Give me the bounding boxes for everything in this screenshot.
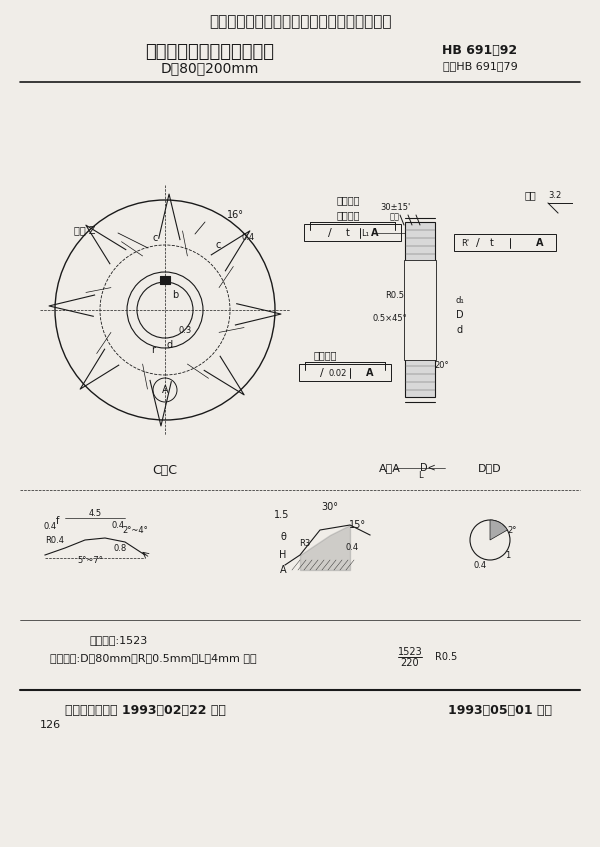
Text: 航空航天工业部 1993－02－22 发布: 航空航天工业部 1993－02－22 发布 <box>65 704 226 717</box>
Text: 220: 220 <box>401 658 419 668</box>
Bar <box>404 260 436 360</box>
Text: R3: R3 <box>299 539 311 547</box>
Text: 16°: 16° <box>227 210 244 220</box>
Text: 2°: 2° <box>508 525 517 534</box>
Text: 代替HB 691－79: 代替HB 691－79 <box>443 61 517 71</box>
Text: 20°: 20° <box>434 361 449 369</box>
Text: R0.5: R0.5 <box>386 291 404 300</box>
Text: 齿数 Z: 齿数 Z <box>74 225 96 235</box>
Text: R': R' <box>461 239 469 247</box>
Text: 4.5: 4.5 <box>88 508 101 518</box>
Text: L₁: L₁ <box>361 229 369 237</box>
Wedge shape <box>490 520 508 540</box>
Text: D－D: D－D <box>478 463 502 473</box>
Text: 30±15': 30±15' <box>380 202 410 212</box>
Text: 0.5×45°: 0.5×45° <box>373 313 407 323</box>
Text: 3.2: 3.2 <box>548 191 562 200</box>
Text: /: / <box>320 368 324 378</box>
Text: 30°: 30° <box>322 502 338 512</box>
Text: 0.4: 0.4 <box>43 522 56 530</box>
Text: 1993－05－01 实施: 1993－05－01 实施 <box>448 704 552 717</box>
Text: A: A <box>366 368 374 378</box>
Text: 0.3: 0.3 <box>178 325 191 335</box>
Text: A: A <box>371 228 379 238</box>
Bar <box>160 276 170 284</box>
Text: 1: 1 <box>505 551 511 560</box>
Text: 0.02: 0.02 <box>329 368 347 378</box>
Text: A: A <box>280 565 286 575</box>
Text: θ: θ <box>280 532 286 542</box>
Text: 1.5: 1.5 <box>274 510 290 520</box>
Text: 126: 126 <box>40 720 61 730</box>
Text: D: D <box>456 310 464 320</box>
Text: 两侧截面: 两侧截面 <box>313 350 337 360</box>
Text: 2°~4°: 2°~4° <box>122 525 148 534</box>
Text: r: r <box>151 345 155 355</box>
Text: R0.4: R0.4 <box>46 535 65 545</box>
Text: c: c <box>215 240 221 250</box>
Text: c: c <box>152 233 158 243</box>
Text: t: t <box>346 228 350 238</box>
Bar <box>160 276 170 284</box>
Text: R0.5: R0.5 <box>435 652 457 662</box>
Text: /: / <box>328 228 332 238</box>
Text: 其余: 其余 <box>524 190 536 200</box>
Text: C－C: C－C <box>152 463 178 477</box>
Text: 0.4: 0.4 <box>346 542 359 551</box>
Text: 0.4: 0.4 <box>112 521 125 529</box>
Text: 0.8: 0.8 <box>113 544 127 552</box>
Text: 分类代号:1523: 分类代号:1523 <box>90 635 148 645</box>
Text: 15°: 15° <box>349 520 367 530</box>
Text: 0.4: 0.4 <box>241 232 254 241</box>
Text: f: f <box>56 516 59 526</box>
Text: D＝80～200mm: D＝80～200mm <box>161 61 259 75</box>
Text: 两偏置刃: 两偏置刃 <box>336 210 360 220</box>
Text: t: t <box>490 238 494 248</box>
Text: A: A <box>161 385 169 395</box>
Text: L: L <box>418 470 422 479</box>
Text: 中华人民共和国航空航天工业部航空工业标准: 中华人民共和国航空航天工业部航空工业标准 <box>209 14 391 30</box>
Text: b: b <box>172 290 178 300</box>
Text: HB 691－92: HB 691－92 <box>442 43 518 57</box>
Text: 两侧端刃: 两侧端刃 <box>336 195 360 205</box>
Text: 两侧: 两侧 <box>390 213 400 222</box>
Text: 5°~7°: 5°~7° <box>77 556 103 564</box>
Text: 加工深槽用错齿三面刃铣刀: 加工深槽用错齿三面刃铣刀 <box>146 43 275 61</box>
Text: /: / <box>476 238 480 248</box>
Text: A－A: A－A <box>379 463 401 473</box>
Text: D<: D< <box>420 463 436 473</box>
Text: H: H <box>280 550 287 560</box>
Text: d: d <box>457 325 463 335</box>
FancyBboxPatch shape <box>405 222 435 397</box>
Text: d: d <box>167 340 173 350</box>
Text: 0.4: 0.4 <box>473 561 487 569</box>
Text: 1523: 1523 <box>398 647 422 657</box>
Text: 标记示例:D＝80mm，R＝0.5mm，L＝4mm 铣刀: 标记示例:D＝80mm，R＝0.5mm，L＝4mm 铣刀 <box>50 653 257 663</box>
Text: A: A <box>536 238 544 248</box>
Text: d₁: d₁ <box>455 296 464 305</box>
